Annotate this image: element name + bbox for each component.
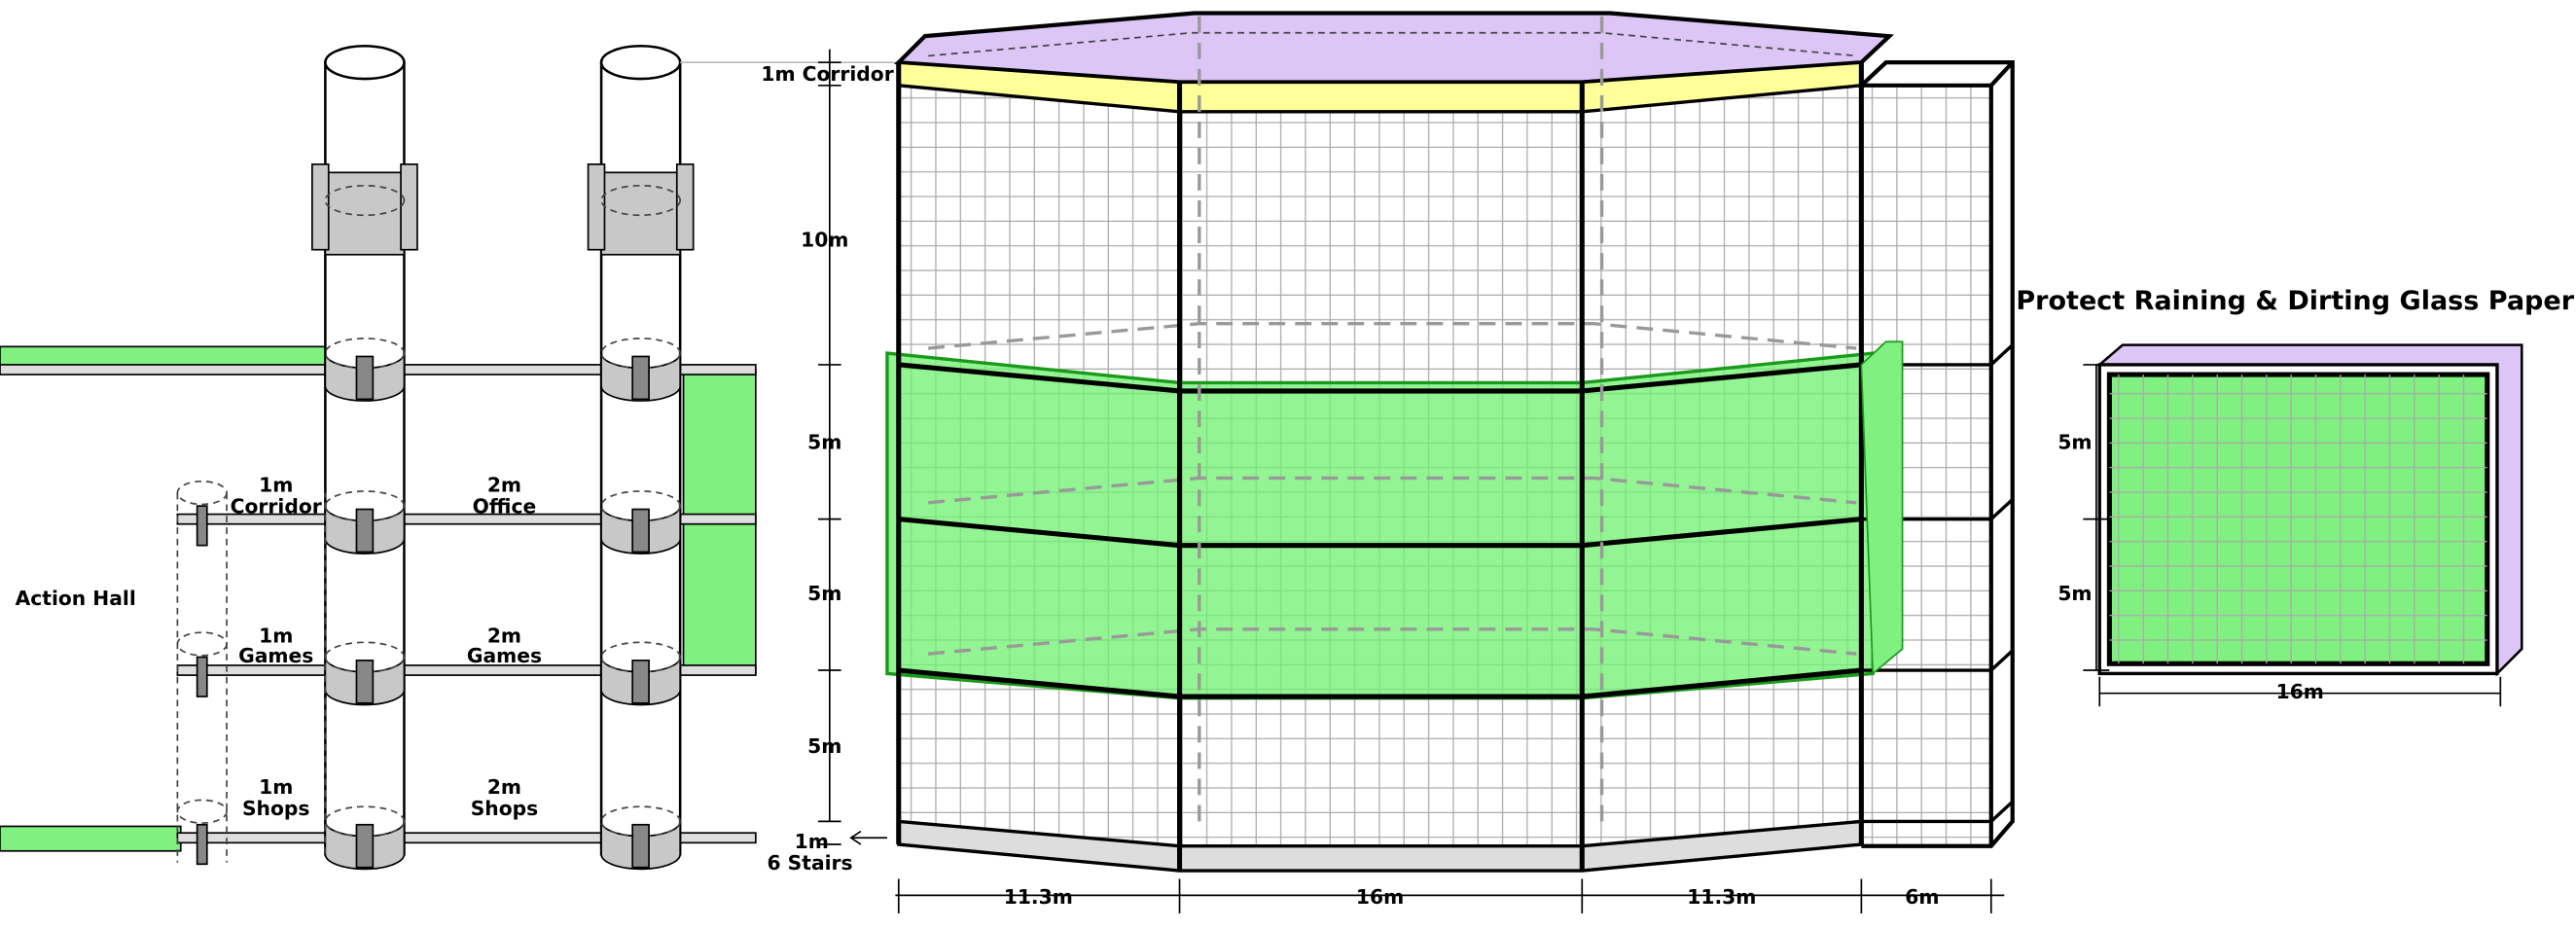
clamp-plate [587, 163, 606, 251]
width-label: 11.3m [1687, 885, 1756, 909]
panel-grid [2109, 375, 2487, 664]
floor-use: Shops [242, 797, 309, 820]
bolt-plate [196, 656, 208, 697]
height-label: 5m [807, 734, 841, 758]
hall-label: Action Hall [16, 587, 136, 610]
floor-back [928, 627, 1857, 656]
base-label: 6 Stairs [768, 851, 853, 875]
floor-use: Office [473, 494, 537, 518]
side-box [1859, 60, 2015, 848]
roof-inner [928, 31, 1857, 57]
side-floor [1861, 343, 2014, 367]
height-label: 5m [807, 582, 841, 605]
ring-top [600, 490, 681, 522]
ring-top [176, 799, 228, 824]
floor-use: Games [467, 644, 542, 667]
floor-size: 2m [487, 625, 521, 648]
bolt-plate [631, 355, 650, 401]
width-label: 16m [2276, 680, 2324, 703]
drawing [0, 11, 2523, 913]
floor-line [898, 667, 1862, 699]
floor-size: 2m [487, 473, 521, 496]
clamp [324, 171, 406, 256]
floor-line [898, 517, 1862, 549]
width-label: 11.3m [1004, 885, 1073, 909]
column-top [599, 45, 682, 81]
height-label: 5m [807, 430, 841, 453]
height-label: 5m [2057, 430, 2092, 453]
ring-top [324, 805, 406, 838]
floor-use: Corridor [231, 494, 322, 518]
panel-title: Protect Raining & Dirting Glass Paper [2016, 286, 2574, 316]
clamp-plate [400, 163, 418, 251]
ring-top [600, 641, 681, 673]
stair-arrow [849, 830, 887, 845]
bolt-plate [631, 660, 650, 704]
bolt-plate [631, 508, 650, 554]
bolt-plate [355, 823, 375, 869]
floor-back [928, 476, 1857, 505]
ring-top [324, 490, 406, 522]
bolt-plate [631, 823, 650, 869]
roof-label: 1m Corridor [761, 62, 893, 86]
bolt-plate [196, 505, 208, 547]
column-top [324, 45, 406, 81]
ring-top [600, 338, 681, 370]
ring-top [324, 641, 406, 673]
floor-use: Shops [471, 797, 538, 820]
floor-size: 1m [259, 625, 293, 648]
floor-size: 1m [259, 473, 293, 496]
clamp [600, 171, 681, 256]
clamp-plate [675, 163, 695, 251]
ring [324, 184, 406, 217]
bolt-plate [355, 355, 375, 401]
width-label: 6m [1905, 885, 1939, 909]
green-band [885, 351, 1875, 700]
base-size: 1m [795, 830, 829, 853]
labels: Action Hall 1m Corridor 2m Office 1m Gam… [16, 62, 2575, 909]
bolt-plate [355, 508, 375, 554]
floor-size: 1m [259, 775, 293, 799]
floor-back [928, 321, 1857, 350]
side-green [1860, 340, 1904, 676]
floor-use: Games [238, 644, 313, 667]
side-floor [1861, 800, 2014, 824]
height-label: 5m [2057, 582, 2092, 605]
ring-top [600, 805, 681, 838]
height-label: 10m [801, 229, 848, 252]
floor-line [898, 362, 1862, 394]
width-label: 16m [1356, 885, 1404, 909]
side-floor [1861, 649, 2014, 672]
clamp-plate [311, 163, 330, 251]
green-bar [0, 825, 182, 852]
ring-top [176, 631, 228, 657]
side-floor [1861, 498, 2014, 521]
bolt-plate [355, 660, 375, 704]
ring-top [176, 480, 228, 506]
ring-top [324, 338, 406, 370]
bolt-plate [196, 823, 208, 866]
floor-size: 2m [487, 775, 521, 799]
ring [600, 184, 681, 217]
